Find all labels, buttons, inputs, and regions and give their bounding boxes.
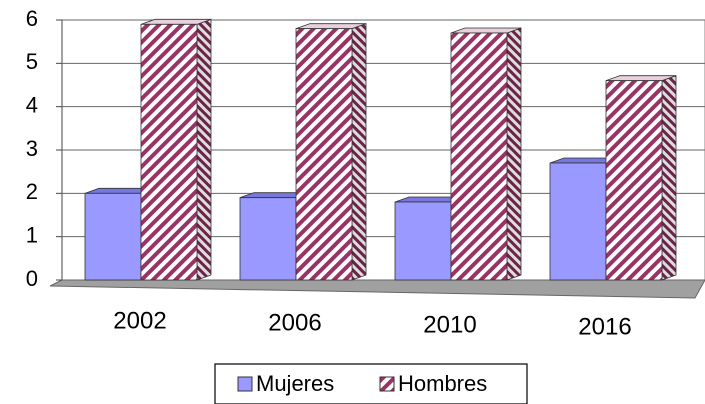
bar — [450, 27, 522, 281]
bar — [605, 75, 677, 281]
legend-swatch — [379, 376, 395, 392]
legend — [214, 363, 528, 404]
bar-side — [661, 75, 677, 281]
bar-front — [450, 32, 508, 281]
x-tick-label: 2016 — [578, 313, 631, 340]
bar-front — [295, 28, 353, 281]
y-tick-label: 3 — [26, 136, 38, 161]
y-tick-label: 2 — [26, 179, 38, 204]
bar-side — [196, 18, 212, 281]
bar-side — [506, 27, 522, 281]
y-tick-label: 5 — [26, 49, 38, 74]
y-tick-label: 0 — [26, 266, 38, 291]
floor — [49, 279, 705, 299]
y-tick-label: 4 — [26, 92, 38, 117]
y-tick-label: 1 — [26, 222, 38, 247]
legend-items: Mujeres Hombres — [237, 371, 487, 396]
bar — [295, 23, 367, 281]
bar-front — [140, 23, 198, 281]
bar-front — [239, 197, 297, 281]
legend-label: Hombres — [398, 371, 487, 396]
y-tick-label: 6 — [26, 6, 38, 31]
bar-front — [84, 192, 142, 281]
x-tick-label: 2002 — [113, 307, 166, 334]
x-tick-label: 2006 — [268, 309, 321, 336]
bar-front — [394, 201, 452, 281]
bar — [140, 18, 212, 281]
bars: 2002 2006 2010 2016 — [84, 18, 677, 340]
x-tick-label: 2010 — [423, 311, 476, 338]
bar-front — [605, 80, 663, 281]
bar-front — [549, 162, 607, 281]
legend-label: Mujeres — [256, 371, 334, 396]
legend-swatch — [237, 376, 253, 392]
bar-side — [351, 23, 367, 281]
